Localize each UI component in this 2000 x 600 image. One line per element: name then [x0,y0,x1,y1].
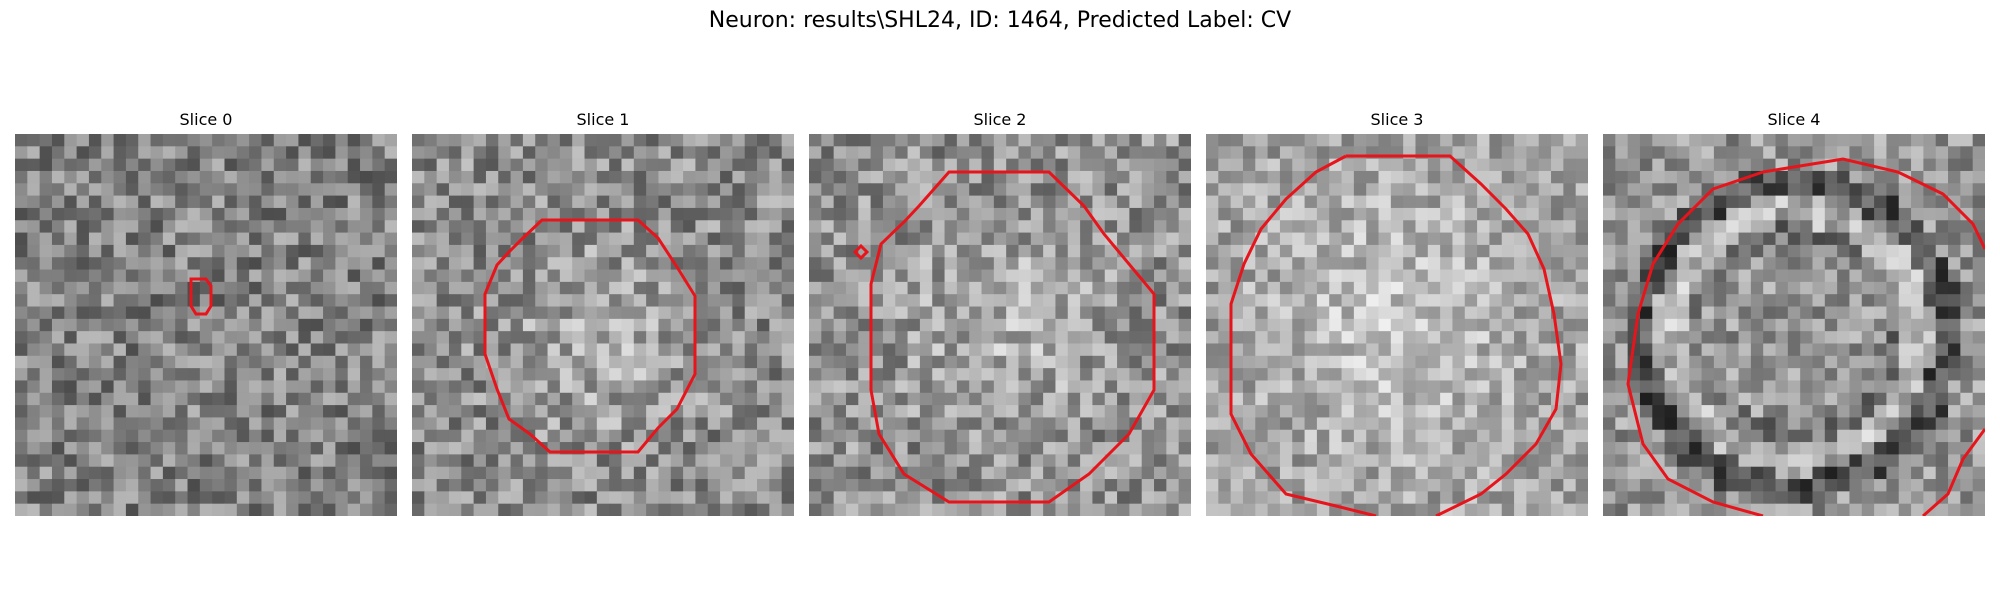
slice-panel-4: Slice 4 [1603,110,1985,516]
segmentation-contour [869,170,1156,504]
segmentation-contour-left [1626,170,1764,516]
slice-panel-3: Slice 3 [1206,110,1588,516]
segmentation-contour-lower-right [1922,428,1985,516]
microscopy-slice-image [1206,134,1588,516]
segmentation-contour-small [852,243,870,261]
segmentation-contour [1762,157,1985,250]
microscopy-slice-image [1603,134,1985,516]
slice-title: Slice 4 [1767,110,1821,129]
slice-title: Slice 0 [179,110,233,129]
segmentation-contour [483,218,697,454]
figure-title: Neuron: results\SHL24, ID: 1464, Predict… [708,8,1292,33]
microscopy-slice-image [809,134,1191,516]
microscopy-slice-image [412,134,794,516]
slice-title: Slice 3 [1370,110,1424,129]
slice-panel-1: Slice 1 [412,110,794,516]
microscopy-slice-image [15,134,397,516]
segmentation-contour [1346,154,1563,516]
segmentation-contour [189,277,213,316]
slice-panel-2: Slice 2 [809,110,1191,516]
segmentation-contour-left [1229,154,1377,516]
slice-panel-0: Slice 0 [15,110,397,516]
slice-title: Slice 1 [576,110,630,129]
slice-title: Slice 2 [973,110,1027,129]
